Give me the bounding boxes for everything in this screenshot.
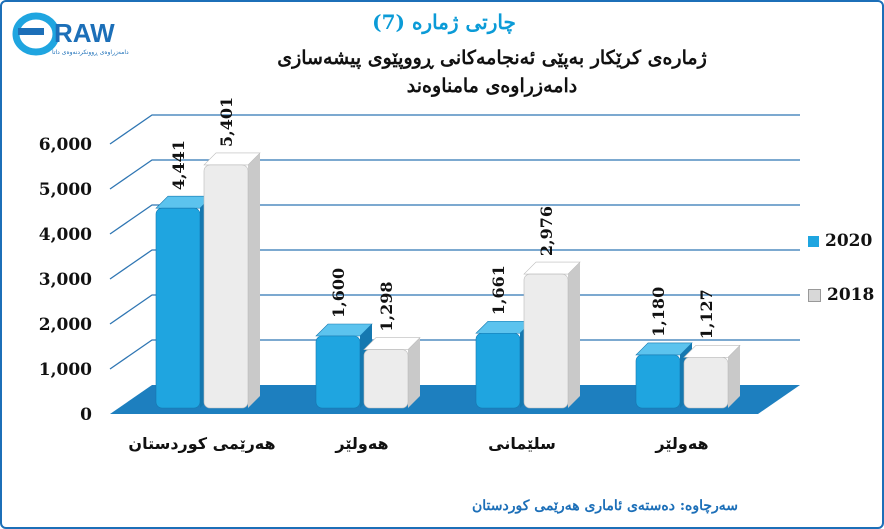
chart-floor [110, 385, 800, 414]
data-label-2018: 1,298 [377, 281, 396, 331]
gridline [109, 294, 800, 325]
x-category-label: هەولێر [654, 434, 708, 453]
data-label-2020: 4,441 [169, 140, 188, 190]
legend-label-2018: 2018 [827, 285, 875, 305]
y-tick-label: 3,000 [39, 270, 92, 290]
data-label-2020: 1,661 [489, 265, 508, 315]
logo-subtext: دامەزراوەی ڕوونکردنەوەی داتا [52, 49, 129, 56]
data-label-2020: 1,180 [649, 287, 668, 337]
bar-side-2018 [248, 152, 260, 408]
y-tick-label: 5,000 [39, 180, 92, 200]
gridline [109, 114, 800, 145]
bar-2020 [155, 207, 201, 409]
chart-number: چارتی ژمارە (7) [372, 10, 516, 34]
data-label-2018: 5,401 [217, 97, 236, 147]
y-tick-label: 1,000 [39, 360, 92, 380]
legend-label-2020: 2020 [825, 231, 873, 251]
gridline [109, 249, 800, 280]
bar-2020 [315, 335, 361, 409]
y-tick-label: 2,000 [39, 315, 92, 335]
y-tick-label: 6,000 [39, 135, 92, 155]
x-category-label: سلێمانی [488, 434, 556, 453]
x-category-label: هەولێر [334, 434, 388, 453]
logo-text: RAW [54, 18, 115, 48]
source-note: سەرچاوە: دەستەی ئاماری هەرێمی کوردستان [472, 498, 739, 514]
legend-swatch-2020 [808, 235, 819, 247]
chart-title: ژمارەی کرێکار بەپێی ئەنجامەکانی ڕووپێوی … [277, 47, 707, 97]
gridline [109, 159, 800, 190]
data-label-2018: 2,976 [537, 206, 556, 256]
bar-2018 [683, 356, 729, 409]
bar-2020 [475, 332, 521, 409]
bar-2018 [523, 273, 569, 409]
bar-side-2018 [408, 337, 420, 408]
gridline [109, 204, 800, 235]
y-tick-label: 0 [80, 405, 92, 425]
y-tick-label: 4,000 [39, 225, 92, 245]
data-label-2018: 1,127 [697, 289, 716, 339]
gridline [109, 339, 800, 370]
x-category-label: هەرێمی کوردستان [128, 434, 275, 453]
bar-2018 [363, 349, 409, 409]
data-label-2020: 1,600 [329, 268, 348, 318]
legend-item-2020: 2020 [808, 231, 872, 251]
legend-swatch-2018 [808, 288, 821, 302]
bar-side-2018 [568, 262, 580, 408]
draw-logo: RAW دامەزراوەی ڕوونکردنەوەی داتا [12, 12, 129, 56]
legend-item-2018: 2018 [808, 285, 874, 305]
bar-side-2018 [728, 345, 740, 408]
bar-2018 [203, 164, 249, 409]
bar-2020 [635, 354, 681, 409]
